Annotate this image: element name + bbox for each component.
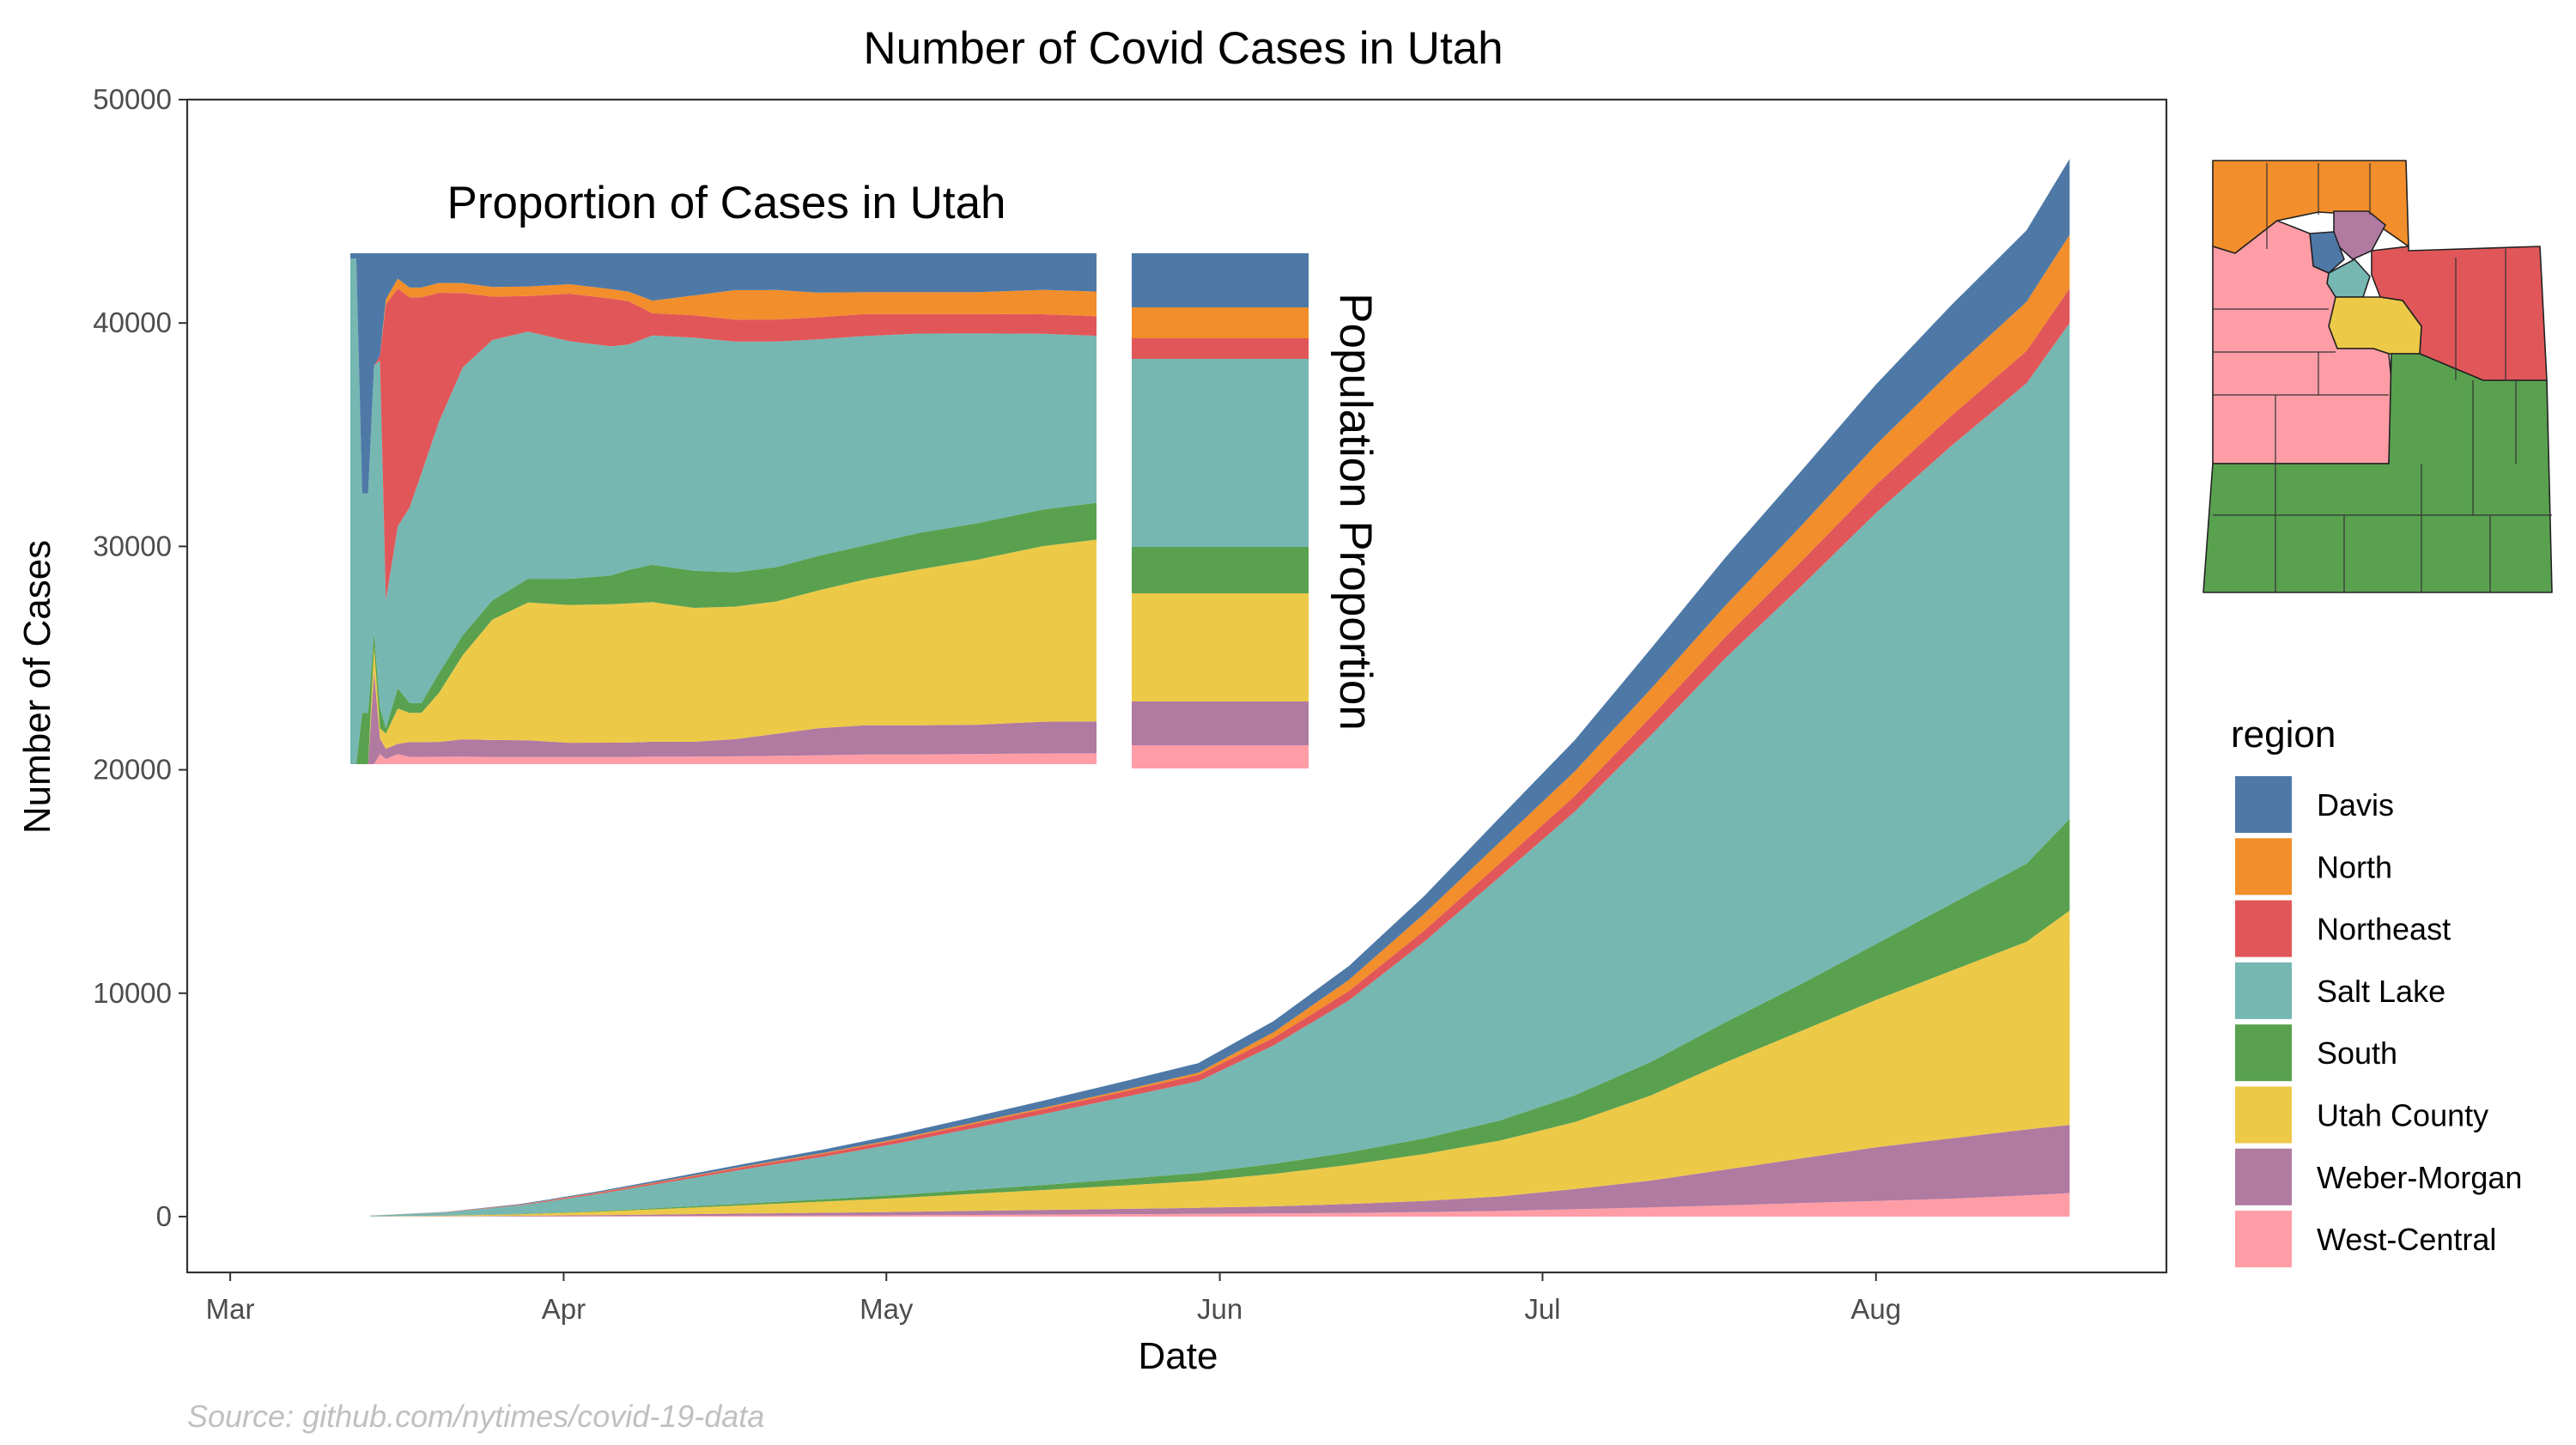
inset-area-south	[350, 502, 1097, 764]
caption: Source: github.com/nytimes/covid-19-data	[187, 1399, 764, 1434]
legend-key	[2233, 1084, 2293, 1145]
y-tick-label: 0	[156, 1200, 172, 1232]
population-proportion-bar	[1132, 253, 1309, 768]
legend-label: Salt Lake	[2317, 974, 2445, 1009]
pop-bar-weber-morgan	[1132, 701, 1309, 745]
y-tick-label: 50000	[93, 83, 172, 115]
inset-area-weber-morgan	[350, 671, 1097, 764]
pop-bar-south	[1132, 547, 1309, 593]
legend-key	[2233, 960, 2293, 1021]
inset-area-salt-lake	[350, 258, 1097, 764]
x-axis: Mar Apr May Jun Jul Aug	[206, 1272, 1901, 1325]
legend-key	[2233, 774, 2293, 835]
legend-key	[2233, 1146, 2293, 1207]
legend: region Davis North Northeast Salt Lake South…	[2231, 713, 2522, 1270]
inset-proportion-chart: Proportion of Cases in Utah Population P…	[350, 178, 1381, 768]
pop-bar-salt-lake	[1132, 359, 1309, 547]
pop-bar-davis	[1132, 253, 1309, 307]
legend-label: Weber-Morgan	[2317, 1160, 2522, 1195]
utah-region-map	[2202, 160, 2553, 593]
y-tick-label: 40000	[93, 307, 172, 338]
pop-bar-utah-county	[1132, 593, 1309, 701]
legend-label: Northeast	[2317, 912, 2451, 947]
x-tick-label: Mar	[206, 1293, 255, 1325]
legend-key	[2233, 898, 2293, 959]
legend-label: West-Central	[2317, 1222, 2496, 1257]
inset-title: Proportion of Cases in Utah	[447, 178, 1005, 228]
map-region-south	[2202, 353, 2553, 593]
inset-area-west-central	[350, 753, 1097, 764]
x-tick-label: Jun	[1197, 1293, 1242, 1325]
x-axis-title: Date	[1139, 1335, 1218, 1377]
inset-side-label: Population Proportion	[1330, 293, 1381, 731]
legend-key	[2233, 1023, 2293, 1084]
inset-area-northeast	[350, 258, 1097, 601]
inset-area-davis	[350, 253, 1097, 494]
legend-label: Utah County	[2317, 1098, 2488, 1133]
area-west-central	[370, 1193, 2070, 1217]
pop-bar-north	[1132, 307, 1309, 338]
pop-bar-west-central	[1132, 745, 1309, 768]
inset-area-layer	[350, 253, 1097, 764]
legend-label: North	[2317, 849, 2392, 884]
x-tick-label: Apr	[542, 1293, 586, 1325]
y-tick-label: 20000	[93, 754, 172, 786]
legend-title: region	[2231, 713, 2336, 756]
legend-label: Davis	[2317, 787, 2394, 823]
y-axis-title: Number of Cases	[16, 540, 58, 834]
area-salt-lake	[370, 323, 2070, 1217]
area-weber-morgan	[370, 1125, 2070, 1217]
x-tick-label: May	[860, 1293, 914, 1325]
x-tick-label: Jul	[1524, 1293, 1560, 1325]
y-tick-label: 10000	[93, 977, 172, 1009]
main-area-layer	[370, 159, 2070, 1217]
inset-area-north	[350, 258, 1097, 494]
legend-key	[2233, 836, 2293, 897]
legend-key	[2233, 1209, 2293, 1270]
inset-area-utah-county	[350, 539, 1097, 764]
area-utah-county	[370, 910, 2070, 1217]
legend-label: South	[2317, 1035, 2397, 1071]
pop-bar-northeast	[1132, 338, 1309, 359]
y-axis: 0 10000 20000 30000 40000 50000	[93, 83, 187, 1232]
chart-title: Number of Covid Cases in Utah	[863, 23, 1503, 74]
y-tick-label: 30000	[93, 530, 172, 562]
x-tick-label: Aug	[1850, 1293, 1901, 1325]
plot-panel-border	[185, 98, 2168, 1274]
